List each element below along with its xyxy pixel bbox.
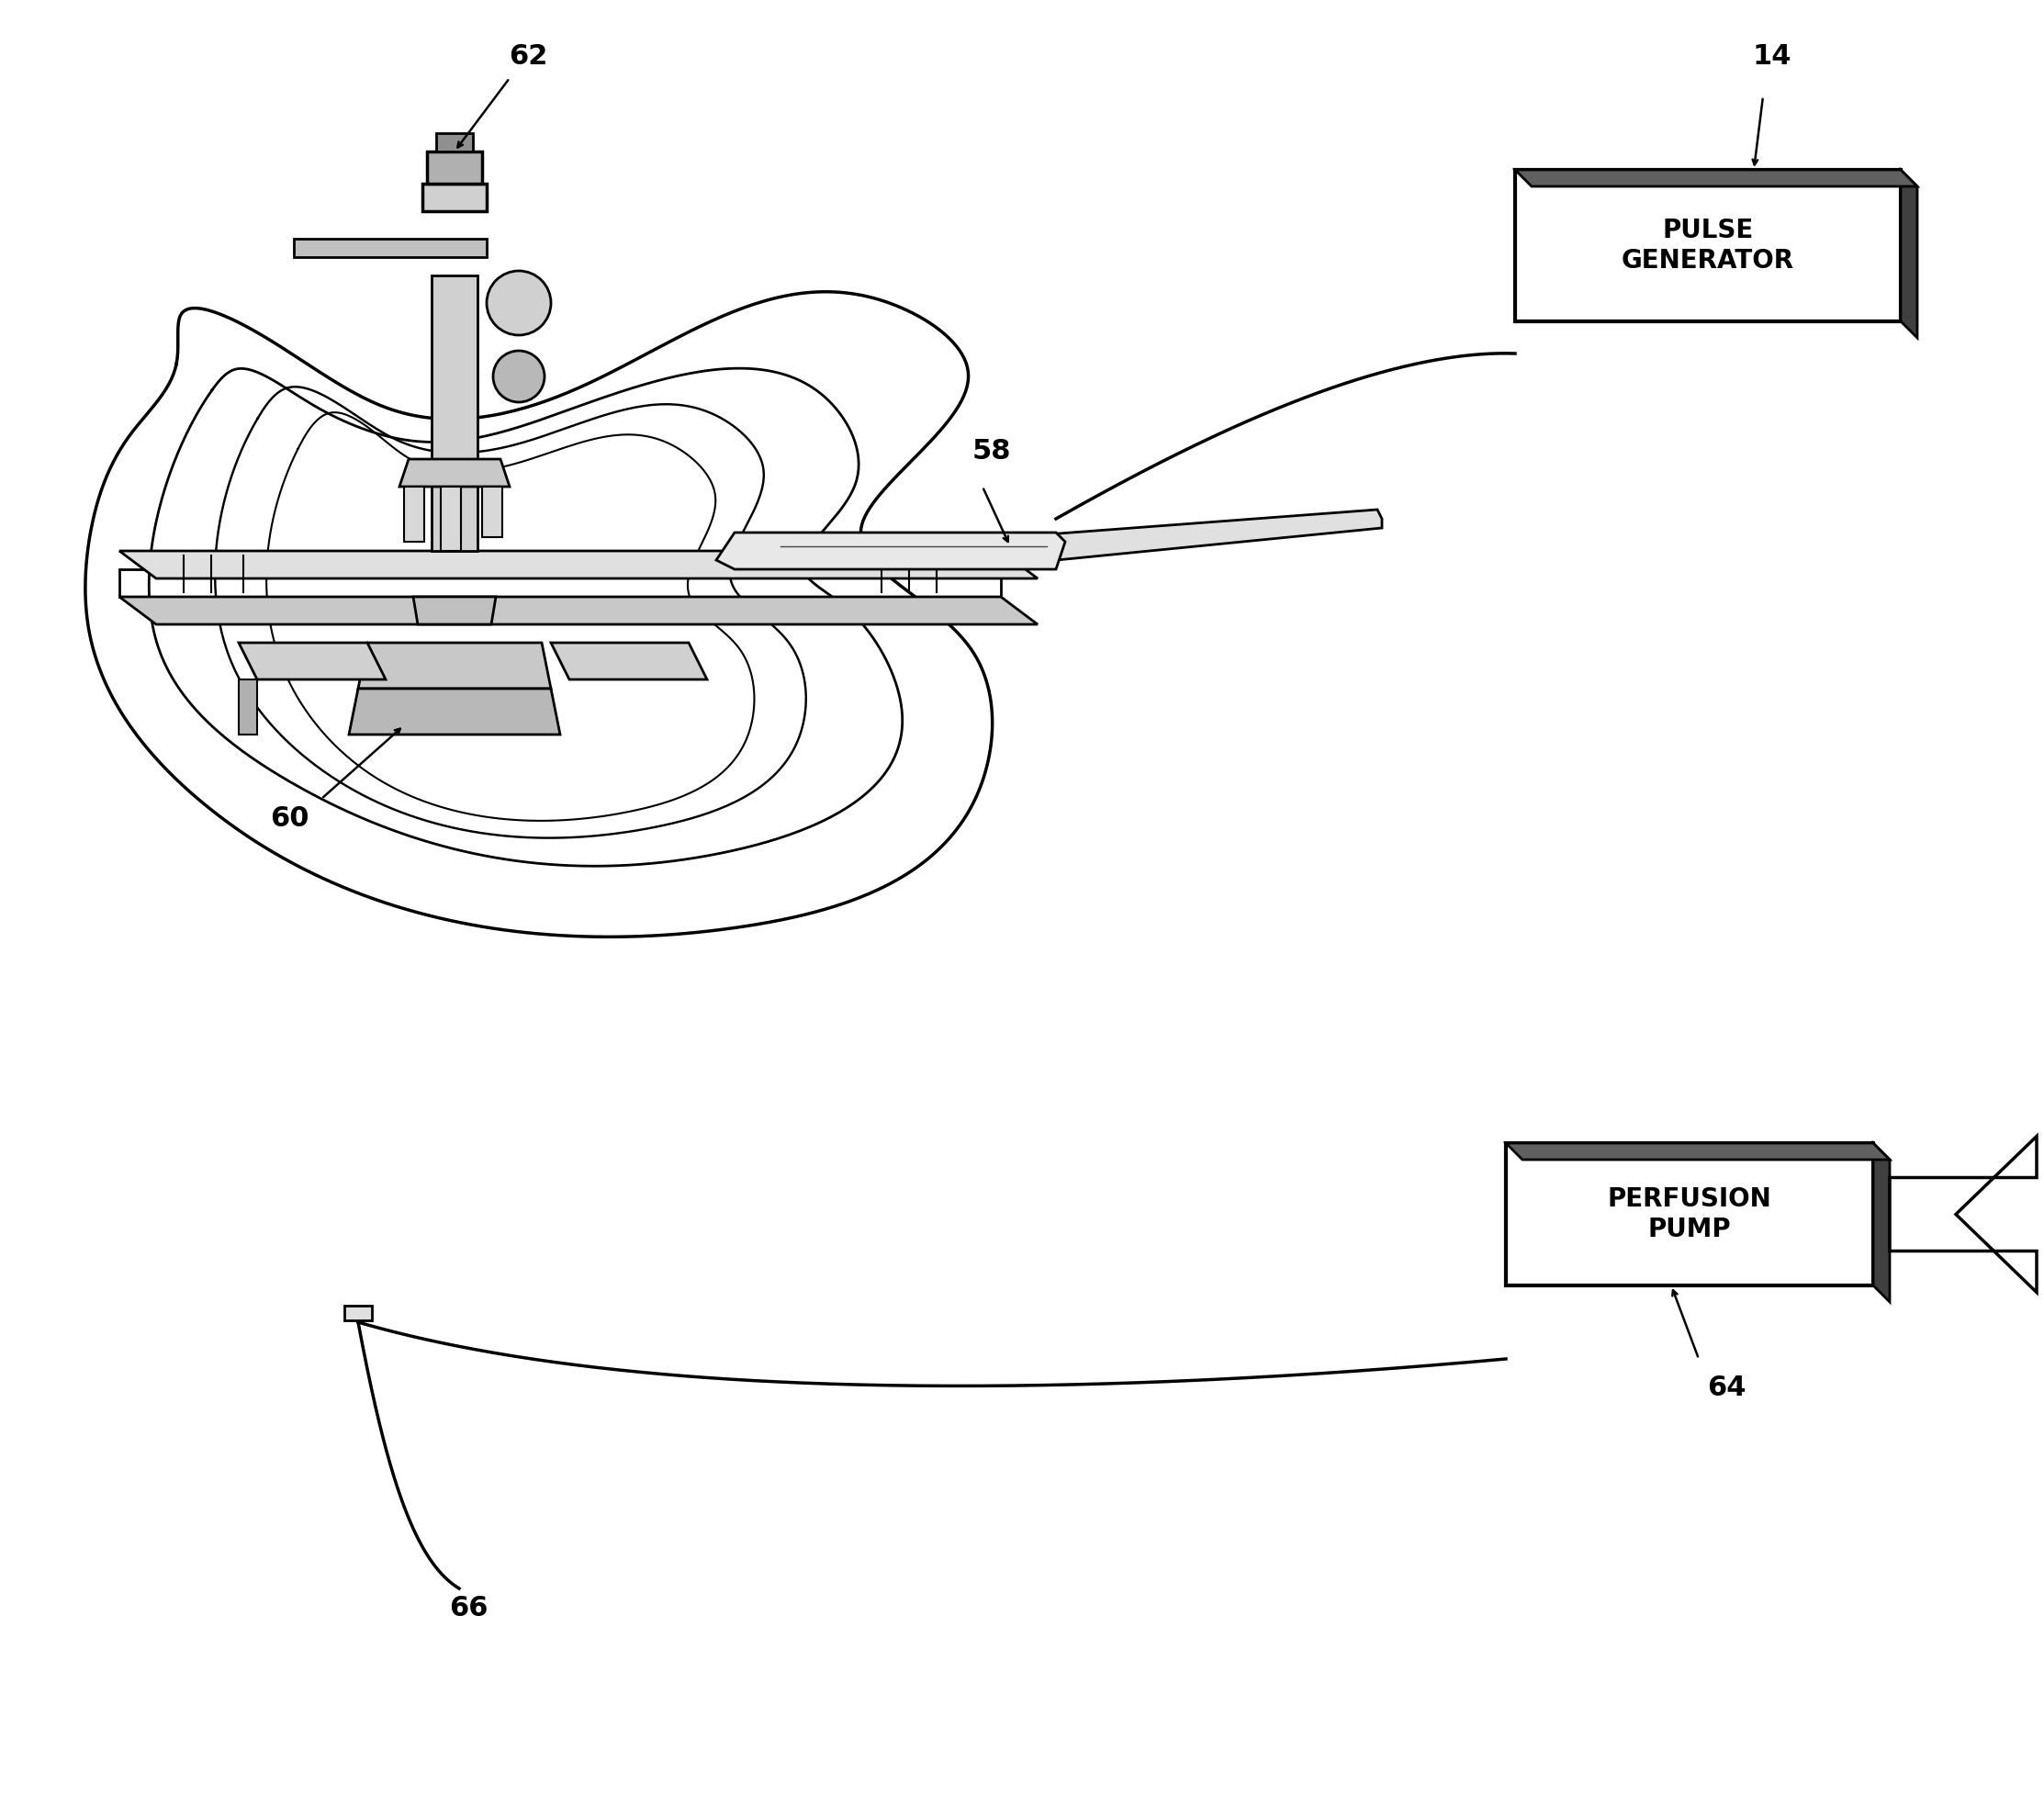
Polygon shape (1515, 169, 1917, 187)
Polygon shape (427, 151, 482, 184)
Polygon shape (1506, 1144, 1891, 1160)
Polygon shape (413, 596, 497, 624)
Text: 14: 14 (1752, 44, 1793, 69)
Polygon shape (715, 533, 1065, 569)
FancyBboxPatch shape (435, 133, 472, 151)
Text: PERFUSION
PUMP: PERFUSION PUMP (1607, 1187, 1772, 1242)
Text: 64: 64 (1707, 1374, 1746, 1402)
Polygon shape (1010, 509, 1382, 565)
Polygon shape (119, 596, 1038, 624)
Text: 62: 62 (509, 44, 548, 69)
Polygon shape (1872, 1144, 1891, 1302)
FancyBboxPatch shape (405, 487, 425, 542)
FancyBboxPatch shape (119, 569, 1002, 596)
Circle shape (486, 271, 552, 335)
Text: 58: 58 (973, 438, 1012, 465)
FancyBboxPatch shape (442, 487, 462, 551)
FancyBboxPatch shape (423, 184, 486, 211)
Polygon shape (239, 644, 386, 680)
Polygon shape (358, 644, 552, 689)
Circle shape (493, 351, 544, 402)
Polygon shape (1891, 1136, 2036, 1293)
Text: 66: 66 (450, 1594, 489, 1622)
Text: PULSE
GENERATOR: PULSE GENERATOR (1621, 218, 1795, 273)
FancyBboxPatch shape (482, 487, 503, 536)
FancyBboxPatch shape (294, 238, 486, 256)
FancyBboxPatch shape (431, 276, 478, 551)
FancyBboxPatch shape (1515, 169, 1901, 322)
Polygon shape (119, 551, 1038, 578)
Polygon shape (552, 644, 707, 680)
Text: 60: 60 (270, 805, 309, 833)
Polygon shape (239, 680, 258, 734)
Polygon shape (1901, 169, 1917, 338)
Polygon shape (350, 689, 560, 734)
FancyBboxPatch shape (343, 1305, 372, 1320)
Polygon shape (399, 460, 509, 487)
FancyBboxPatch shape (1506, 1144, 1872, 1285)
